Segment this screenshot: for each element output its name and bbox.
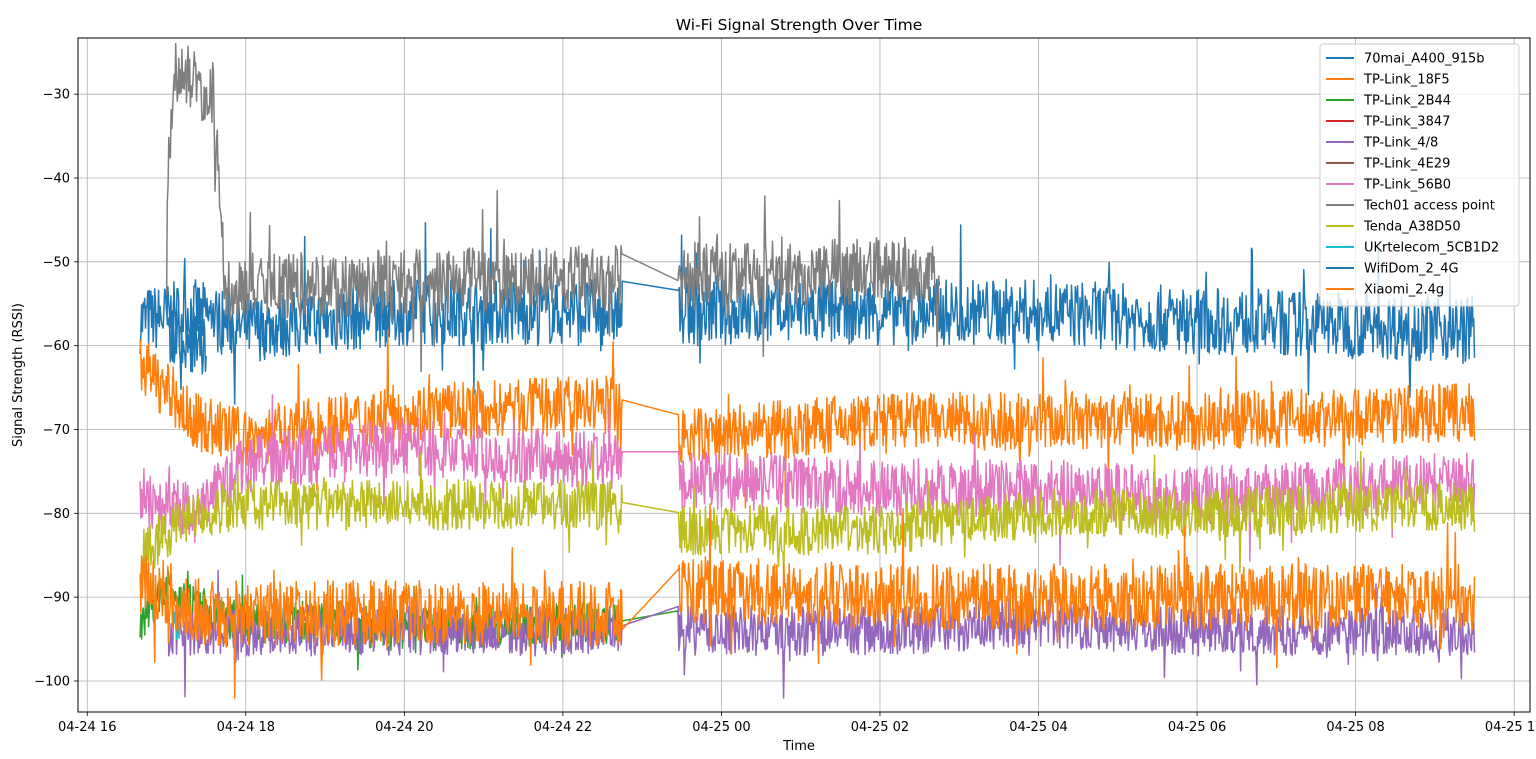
x-tick-label: 04-24 20 [375, 720, 433, 735]
y-tick-label: −90 [43, 591, 70, 606]
y-tick-label: −40 [43, 171, 70, 186]
series-line-tech01-access-point [165, 42, 941, 373]
legend-entry-label: UKrtelecom_5CB1D2 [1364, 241, 1499, 256]
y-tick-label: −30 [43, 88, 70, 103]
y-tick-label: −100 [34, 674, 70, 689]
x-axis-ticks: 04-24 16 04-24 18 04-24 20 04-24 22 04-25 00… [58, 712, 1536, 735]
legend: 70mai_A400_915b TP-Link_18F5 TP-Link_2B44 T… [1319, 43, 1520, 307]
plot-frame [77, 37, 1531, 713]
series-line-tp-link-56b0 [139, 394, 1476, 566]
x-tick-label: 04-25 00 [692, 720, 750, 735]
legend-entry-label: WifiDom_2_4G [1364, 262, 1459, 277]
x-tick-label: 04-25 10 [1485, 720, 1536, 735]
legend-entry-label: TP-Link_4/8 [1363, 136, 1438, 151]
legend-entry-label: TP-Link_3847 [1363, 115, 1450, 130]
y-axis-label: Signal Strength (RSSI) [11, 303, 26, 447]
legend-entry-label: TP-Link_2B44 [1363, 94, 1451, 109]
legend-entry-label: TP-Link_56B0 [1363, 178, 1451, 193]
series-line-tp-link-4-8 [165, 569, 1476, 699]
x-tick-label: 04-25 04 [1009, 720, 1067, 735]
series-line-70mai-a400-915b [139, 222, 1476, 405]
x-tick-label: 04-24 18 [217, 720, 275, 735]
legend-entry-label: TP-Link_18F5 [1363, 73, 1450, 88]
y-tick-label: −60 [43, 339, 70, 354]
y-tick-label: −80 [43, 507, 70, 522]
x-tick-label: 04-25 06 [1168, 720, 1226, 735]
legend-entry-label: Tenda_A38D50 [1363, 220, 1461, 235]
x-tick-label: 04-25 02 [851, 720, 909, 735]
y-tick-label: −50 [43, 255, 70, 270]
x-tick-label: 04-24 16 [58, 720, 116, 735]
legend-entry-label: TP-Link_4E29 [1363, 157, 1450, 172]
series-line-wifidom-2-4g [165, 295, 207, 391]
legend-entry-label: 70mai_A400_915b [1364, 52, 1485, 67]
series-line-tenda-a38d50 [140, 444, 1476, 581]
y-tick-label: −70 [43, 423, 70, 438]
y-axis-ticks: −30 −40 −50 −60 −70 −80 −90 −100 [34, 88, 78, 689]
series-line-tp-link-18f5 [139, 329, 1476, 509]
x-tick-label: 04-24 22 [534, 720, 592, 735]
series-line-xiaomi-2-4g [139, 503, 1476, 700]
legend-entry-label: Tech01 access point [1363, 199, 1495, 214]
x-tick-label: 04-25 08 [1326, 720, 1384, 735]
chart-title: Wi-Fi Signal Strength Over Time [676, 16, 923, 34]
legend-entry-label: Xiaomi_2.4g [1364, 283, 1444, 298]
legend-box [1319, 43, 1520, 307]
x-axis-label: Time [782, 739, 815, 754]
plot-area [139, 42, 1476, 700]
